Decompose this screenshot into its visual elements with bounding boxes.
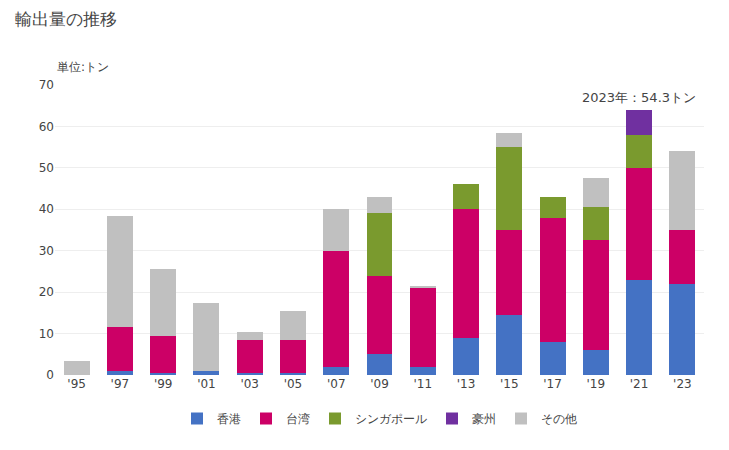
svg-text:その他: その他 bbox=[541, 412, 577, 426]
svg-text:'07: '07 bbox=[327, 377, 346, 391]
svg-text:'11: '11 bbox=[413, 377, 432, 391]
svg-text:単位:トン: 単位:トン bbox=[57, 60, 109, 74]
svg-text:輸出量の推移: 輸出量の推移 bbox=[15, 9, 117, 29]
svg-text:'23: '23 bbox=[673, 377, 692, 391]
svg-text:シンガポール: シンガポール bbox=[355, 412, 427, 426]
svg-text:0: 0 bbox=[46, 368, 54, 382]
svg-text:'95: '95 bbox=[67, 377, 86, 391]
svg-text:70: 70 bbox=[39, 78, 54, 92]
svg-text:'97: '97 bbox=[111, 377, 130, 391]
svg-text:30: 30 bbox=[39, 244, 54, 258]
svg-text:40: 40 bbox=[39, 202, 54, 216]
svg-text:'05: '05 bbox=[284, 377, 303, 391]
svg-text:60: 60 bbox=[39, 120, 54, 134]
svg-text:2023年：54.3トン: 2023年：54.3トン bbox=[582, 90, 696, 105]
svg-text:20: 20 bbox=[39, 285, 54, 299]
svg-text:'17: '17 bbox=[543, 377, 562, 391]
svg-text:'99: '99 bbox=[154, 377, 173, 391]
svg-text:'09: '09 bbox=[370, 377, 389, 391]
svg-text:10: 10 bbox=[39, 327, 54, 341]
svg-text:50: 50 bbox=[39, 161, 54, 175]
svg-text:香港: 香港 bbox=[217, 412, 241, 426]
svg-text:'21: '21 bbox=[630, 377, 649, 391]
svg-text:'13: '13 bbox=[457, 377, 476, 391]
svg-text:豪州: 豪州 bbox=[472, 412, 496, 426]
svg-text:台湾: 台湾 bbox=[286, 412, 310, 426]
svg-text:'01: '01 bbox=[197, 377, 216, 391]
svg-text:'15: '15 bbox=[500, 377, 519, 391]
svg-text:'03: '03 bbox=[240, 377, 259, 391]
svg-text:'19: '19 bbox=[587, 377, 606, 391]
